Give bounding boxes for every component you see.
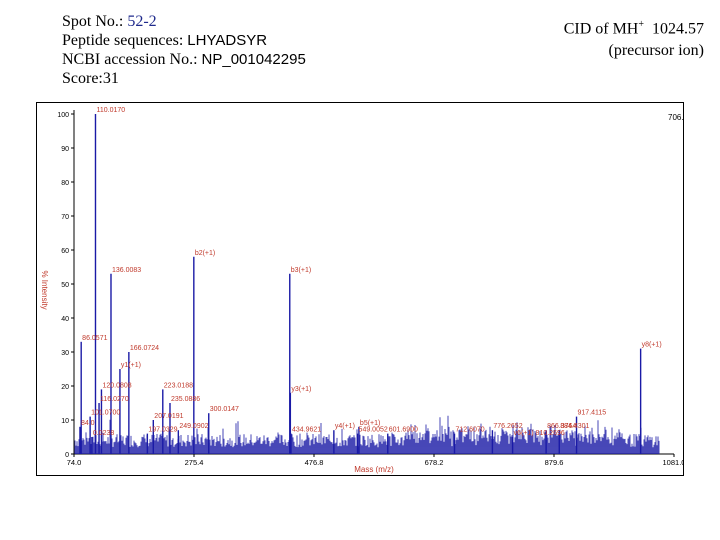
x-tick-label: 879.6 <box>545 458 564 467</box>
x-tick-label: 476.8 <box>305 458 324 467</box>
ncbi-label: NCBI accession No.: <box>62 51 202 68</box>
precursor-charge: + <box>638 19 644 30</box>
score-value: 31 <box>102 70 119 87</box>
spot-number-label: Spot No.: <box>62 13 128 30</box>
spot-number-value: 52-2 <box>127 13 157 30</box>
peak-label: 120.0808 <box>102 382 131 389</box>
precursor-info: CID of MH+ 1024.57 (precursor ion) <box>564 14 704 62</box>
peak-label: 110.0170 <box>96 107 125 114</box>
peak-label: b3(+1) <box>291 267 311 274</box>
y-tick-label: 70 <box>61 214 69 221</box>
chart-frame <box>36 102 684 476</box>
y-tick-label: 30 <box>61 350 69 357</box>
x-tick-label: 275.4 <box>185 458 204 467</box>
y-tick-label: 100 <box>57 112 69 119</box>
precursor-line: CID of MH+ 1024.57 <box>564 14 704 40</box>
y-tick-label: 0 <box>65 452 69 459</box>
y-tick-label: 20 <box>61 384 69 391</box>
x-tick-label: 1081.0 <box>663 458 684 467</box>
peak-label: y8(+1) <box>642 342 662 349</box>
peak-label: 434.9621 <box>292 427 321 434</box>
peak-label: v6(+1) 810.2696 <box>514 430 565 437</box>
peak-label: 884.4301 <box>560 423 589 430</box>
peak-labels: 84.0 86.0571 101.0700 0.0238 110.0170 116.027… <box>81 107 662 437</box>
peak-label: b2(+1) <box>195 250 215 257</box>
peak-label: 917.4115 <box>578 410 607 417</box>
ncbi-row: NCBI accession No.: NP_001042295 <box>62 50 306 69</box>
peak-label: 0.0238 <box>93 430 115 437</box>
x-axis-title: Mass (m/z) <box>354 465 394 474</box>
peak-label: 866.3764 <box>547 423 576 430</box>
ncbi-accession: NP_001042295 <box>201 51 306 68</box>
spot-info: Spot No.: 52-2 Peptide sequences: LHYADS… <box>62 12 306 88</box>
y-tick-label: 90 <box>61 146 69 153</box>
peak-label: 601.6900 <box>389 427 418 434</box>
precursor-note: (precursor ion) <box>608 42 704 60</box>
precursor-mass: 1024.57 <box>652 20 704 38</box>
x-tick-label: 678.2 <box>425 458 444 467</box>
peak-label: y1(+1) <box>121 362 141 369</box>
peak-label: 549.0052 <box>359 427 388 434</box>
peak-label: 86.0571 <box>82 335 107 342</box>
peptide-label: Peptide sequences: <box>62 32 188 49</box>
peak-label: 197.0329 <box>148 427 177 434</box>
baseline-noise <box>74 415 660 454</box>
peak-label: 84.0 <box>81 420 95 427</box>
peak-label: 235.0886 <box>171 396 200 403</box>
peak-label: 136.0083 <box>112 267 141 274</box>
y-tick-label: 40 <box>61 316 69 323</box>
y-tick-label: 60 <box>61 248 69 255</box>
peak-label: 223.0188 <box>164 382 193 389</box>
peak-label: 776.2652 <box>493 423 522 430</box>
peak-label: b5(+1) <box>360 420 380 427</box>
precursor-prefix: CID of MH <box>563 20 639 38</box>
score-label: Score: <box>62 70 103 87</box>
max-intensity-label: 706.8 <box>668 113 684 122</box>
score-row: Score:31 <box>62 69 306 88</box>
x-tick-label: 74.0 <box>67 458 82 467</box>
y-tick-label: 50 <box>61 282 69 289</box>
peak-label: y4(+1) <box>335 423 355 430</box>
y-tick-label: 80 <box>61 180 69 187</box>
spot-number-row: Spot No.: 52-2 <box>62 12 306 31</box>
peptide-sequence: LHYADSYR <box>187 32 268 49</box>
peak-label: 207.0191 <box>154 413 183 420</box>
y-tick-label: 10 <box>61 418 69 425</box>
peak-label: y3(+1) <box>291 386 311 393</box>
peak-label: 300.0147 <box>210 406 239 413</box>
peak-label: 166.0724 <box>130 345 159 352</box>
peak-label: 116.0270 <box>100 396 129 403</box>
peptide-row: Peptide sequences: LHYADSYR <box>62 31 306 50</box>
peak-label: 101.0700 <box>91 410 120 417</box>
ms-spectrum-chart: 0 10 20 30 40 50 60 70 80 90 100 74.0 275.4 476.8 678.… <box>36 102 684 476</box>
peak-label: 712.6070 <box>455 427 484 434</box>
noise-trace <box>74 415 660 454</box>
peak-label: 249.0902 <box>179 423 208 430</box>
peak-series <box>79 114 642 454</box>
y-axis-title: % Intensity <box>40 270 49 309</box>
